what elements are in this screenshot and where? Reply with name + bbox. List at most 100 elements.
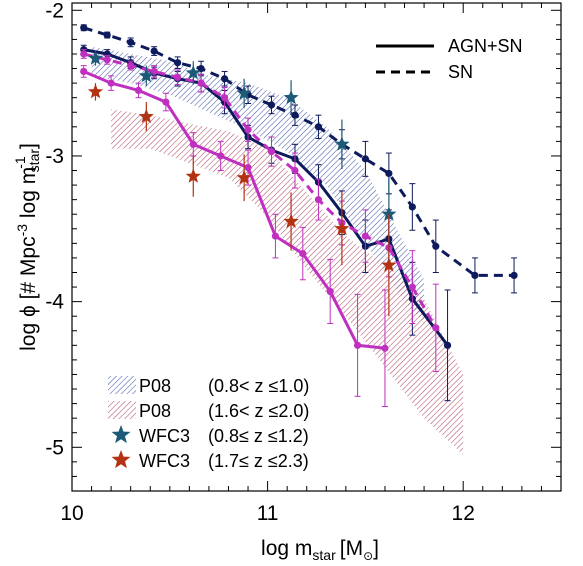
wfc3-stars: [87, 50, 397, 317]
series-magenta-dashed: [80, 49, 440, 373]
series-magenta-solid: [80, 65, 389, 408]
series-line: [83, 52, 438, 329]
star-marker: [87, 50, 104, 65]
star-marker: [236, 169, 252, 185]
legend-swatch-star: [111, 425, 131, 444]
data-point: [80, 50, 88, 58]
line-style-legend: AGN+SN SN: [376, 36, 523, 82]
legend-label-dashed: SN: [448, 62, 473, 82]
series-line: [83, 70, 386, 350]
y-axis-title-close: ]: [17, 143, 40, 149]
x-axis-title-unit: [M: [340, 537, 363, 560]
data-point: [134, 86, 143, 95]
data-point: [510, 271, 518, 280]
y-tick-label: -5: [45, 436, 64, 459]
data-point: [267, 101, 276, 109]
legend-entry-range: (1.7≤ z ≤2.3): [208, 451, 309, 471]
legend-swatch-star: [111, 450, 131, 469]
data-point: [291, 166, 299, 175]
x-tick-label: 10: [60, 502, 83, 525]
star-marker: [381, 257, 397, 272]
data-point: [127, 62, 135, 70]
star-marker: [138, 67, 154, 83]
data-point: [220, 75, 229, 83]
data-point: [408, 283, 416, 291]
data-point: [471, 271, 479, 280]
y-tick-label: -2: [45, 0, 64, 22]
star-marker: [381, 206, 397, 221]
p08-bands: [91, 46, 464, 455]
data-point: [361, 232, 369, 240]
star-marker: [283, 89, 299, 105]
series-navy-dashed: [80, 24, 518, 294]
data-point: [314, 196, 323, 204]
data-point: [432, 242, 440, 250]
data-point: [127, 38, 135, 46]
star-marker: [185, 64, 201, 80]
legend-swatch-hatch: [108, 376, 136, 394]
x-tick-label: 12: [452, 502, 475, 525]
axis-ticks: 10 11 12 -2 -3 -4 -5: [45, 0, 562, 525]
data-point: [103, 31, 111, 39]
data-point: [361, 155, 369, 163]
legend-entry-name: WFC3: [139, 451, 190, 471]
y-tick-label: -3: [45, 145, 64, 168]
data-point: [326, 287, 334, 296]
model-series: [80, 24, 518, 408]
data-point: [103, 56, 111, 64]
legend-swatch-hatch: [108, 401, 136, 419]
x-axis-title: log mstar [M⊙]: [261, 537, 379, 563]
legend-entry-range: (0.8< z ≤1.0): [208, 376, 309, 396]
series-line: [83, 26, 515, 277]
data-point: [291, 111, 299, 119]
legend-entry-range: (0.8≤ z ≤1.2): [208, 426, 309, 446]
data-point: [443, 341, 452, 349]
y-axis-title-sub: star: [26, 149, 42, 173]
star-marker: [138, 108, 154, 124]
data-point: [299, 249, 307, 258]
legend-entry-range: (1.6< z ≤2.0): [208, 401, 309, 421]
p08-band-1: [111, 109, 464, 455]
y-axis-title: log ϕ [# Mpc-3 log m-1star]: [12, 143, 42, 351]
data-point: [353, 341, 362, 349]
x-axis-title-sub: star: [312, 547, 336, 563]
x-axis-title-close: ]: [373, 537, 379, 560]
data-legend: P08 (0.8< z ≤1.0) P08 (1.6< z ≤2.0) WFC3 (0.8…: [108, 376, 309, 471]
data-point: [174, 59, 182, 67]
data-point: [197, 79, 205, 87]
legend-entry-name: WFC3: [139, 426, 190, 446]
legend-label-solid: AGN+SN: [448, 36, 523, 56]
data-point: [162, 98, 170, 106]
data-point: [381, 344, 389, 352]
data-point: [217, 152, 225, 160]
star-marker: [334, 136, 350, 151]
data-point: [197, 64, 205, 73]
data-point: [189, 140, 197, 148]
data-point: [244, 164, 252, 172]
x-tick-label: 11: [257, 502, 279, 525]
star-marker: [185, 168, 201, 183]
data-point: [220, 94, 229, 102]
star-marker: [236, 85, 252, 100]
data-point: [314, 123, 323, 131]
data-point: [80, 67, 88, 76]
data-point: [408, 203, 416, 211]
y-axis-title-exp2: -1: [12, 156, 28, 169]
x-axis-title-sun: ⊙: [363, 549, 373, 563]
data-point: [80, 24, 88, 32]
plot-frame: [71, 2, 562, 492]
data-point: [432, 324, 440, 332]
data-point: [150, 67, 158, 76]
y-axis-title-mid: log m: [17, 167, 40, 224]
star-marker: [87, 83, 104, 99]
legend-entry-name: P08: [139, 376, 171, 396]
star-marker: [334, 220, 350, 236]
y-tick-label: -4: [45, 291, 64, 314]
y-axis-title-exp1: -3: [14, 224, 30, 237]
data-point: [267, 147, 276, 156]
legend-entry-name: P08: [139, 401, 171, 421]
data-point: [107, 79, 115, 87]
y-axis-title-main: log ϕ [# Mpc: [17, 236, 40, 350]
p08-band-0: [91, 46, 425, 324]
